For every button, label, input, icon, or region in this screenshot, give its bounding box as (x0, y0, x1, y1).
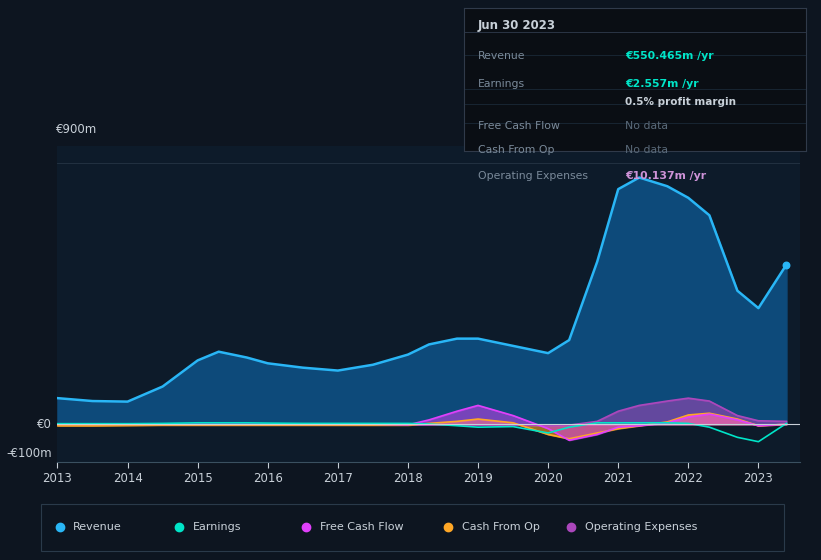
Text: €550.465m /yr: €550.465m /yr (625, 50, 713, 60)
Text: €0: €0 (38, 418, 53, 431)
Text: Revenue: Revenue (478, 50, 525, 60)
Text: Revenue: Revenue (73, 522, 122, 531)
Text: No data: No data (625, 145, 667, 155)
Text: -€100m: -€100m (7, 447, 53, 460)
Text: €10.137m /yr: €10.137m /yr (625, 171, 706, 181)
Text: Operating Expenses: Operating Expenses (478, 171, 588, 181)
Text: Jun 30 2023: Jun 30 2023 (478, 19, 556, 32)
Text: Earnings: Earnings (193, 522, 241, 531)
Text: Cash From Op: Cash From Op (478, 145, 554, 155)
Text: No data: No data (625, 121, 667, 131)
Point (780, 260, 793, 269)
Text: Free Cash Flow: Free Cash Flow (478, 121, 559, 131)
Text: €2.557m /yr: €2.557m /yr (625, 79, 699, 89)
Text: 0.5% profit margin: 0.5% profit margin (625, 97, 736, 107)
Text: Operating Expenses: Operating Expenses (585, 522, 697, 531)
Text: €900m: €900m (56, 123, 97, 136)
Text: Cash From Op: Cash From Op (461, 522, 539, 531)
Text: Earnings: Earnings (478, 79, 525, 89)
Text: Free Cash Flow: Free Cash Flow (319, 522, 403, 531)
